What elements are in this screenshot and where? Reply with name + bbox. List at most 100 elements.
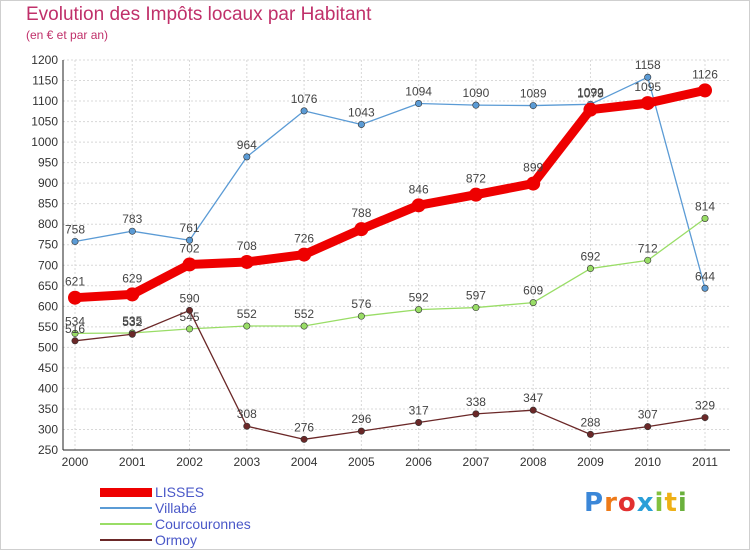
data-point-courcouronnes (415, 306, 423, 314)
logo-letter: t (664, 488, 678, 518)
data-point-ormoy (644, 423, 652, 431)
x-tick-label: 2004 (291, 455, 318, 469)
data-point-courcouronnes (71, 329, 79, 337)
data-label-lisses: 629 (122, 271, 142, 285)
data-label-courcouronnes: 552 (294, 307, 314, 321)
data-point-courcouronnes (357, 312, 365, 320)
y-tick-label: 550 (38, 320, 58, 334)
data-point-lisses (526, 176, 541, 191)
logo-letter: i (654, 488, 665, 518)
legend-item-lisses[interactable]: LISSES (100, 484, 251, 500)
data-label-lisses: 1095 (634, 80, 661, 94)
data-point-ormoy (529, 406, 537, 414)
legend-label-lisses: LISSES (155, 484, 205, 500)
data-point-villabe (415, 100, 423, 108)
y-tick-label: 500 (38, 340, 58, 354)
data-point-lisses (182, 257, 197, 272)
data-label-villabe: 1076 (291, 92, 318, 106)
data-label-lisses: 1079 (577, 87, 604, 101)
data-point-ormoy (243, 422, 251, 430)
data-point-courcouronnes (586, 265, 594, 273)
proxiti-logo: Proxiti (584, 488, 688, 518)
data-point-villabe (300, 107, 308, 115)
data-point-villabe (71, 237, 79, 245)
data-label-lisses: 1126 (692, 67, 718, 81)
y-tick-label: 400 (38, 381, 58, 395)
series-line-ormoy (74, 309, 706, 440)
legend-item-villabe[interactable]: Villabé (100, 500, 251, 516)
data-label-lisses: 872 (466, 172, 486, 186)
data-point-ormoy (586, 430, 594, 438)
data-point-ormoy (472, 410, 480, 418)
y-tick-label: 1200 (31, 53, 58, 67)
data-label-villabe: 1089 (520, 87, 547, 101)
data-point-courcouronnes (243, 322, 251, 330)
legend-item-ormoy[interactable]: Ormoy (100, 532, 251, 548)
legend-label-ormoy: Ormoy (155, 532, 197, 548)
legend-swatch-courcouronnes (100, 523, 152, 525)
y-tick-label: 1100 (32, 94, 58, 108)
data-label-villabe: 1092 (577, 85, 604, 99)
data-label-courcouronnes: 592 (409, 291, 429, 305)
data-label-ormoy: 296 (351, 412, 371, 426)
legend-swatch-ormoy (100, 539, 152, 541)
data-label-ormoy: 308 (237, 407, 257, 421)
y-tick-label: 700 (38, 258, 58, 272)
y-tick-label: 600 (38, 299, 58, 313)
data-label-villabe: 1043 (348, 105, 375, 119)
data-label-ormoy: 329 (695, 399, 715, 413)
data-label-courcouronnes: 712 (638, 241, 658, 255)
data-point-villabe (644, 73, 652, 81)
data-point-villabe (701, 284, 709, 292)
y-tick-label: 850 (38, 197, 58, 211)
x-tick-label: 2007 (463, 455, 490, 469)
legend-label-villabe: Villabé (155, 500, 197, 516)
data-label-ormoy: 307 (638, 408, 658, 422)
x-tick-label: 2000 (62, 455, 89, 469)
data-point-ormoy (701, 414, 709, 422)
chart-title: Evolution des Impôts locaux par Habitant (26, 4, 372, 25)
data-label-ormoy: 317 (409, 403, 429, 417)
data-label-courcouronnes: 597 (466, 289, 486, 303)
data-label-lisses: 899 (523, 161, 543, 175)
data-point-lisses (640, 96, 655, 111)
data-label-villabe: 758 (65, 222, 85, 236)
y-tick-label: 950 (38, 156, 58, 170)
data-label-ormoy: 590 (180, 291, 200, 305)
plot-area (63, 60, 730, 450)
legend-item-courcouronnes[interactable]: Courcouronnes (100, 516, 251, 532)
data-point-ormoy (415, 418, 423, 426)
legend: LISSES Villabé Courcouronnes Ormoy (100, 484, 251, 548)
y-tick-label: 300 (38, 422, 58, 436)
data-label-villabe: 1158 (635, 58, 661, 72)
logo-letter: r (604, 488, 618, 518)
data-label-ormoy: 338 (466, 395, 486, 409)
data-point-lisses (698, 83, 712, 98)
series-line-lisses (70, 85, 710, 303)
data-label-courcouronnes: 814 (695, 199, 715, 213)
x-tick-label: 2005 (348, 455, 375, 469)
data-label-ormoy: 516 (65, 322, 85, 336)
series-line-courcouronnes (74, 217, 706, 335)
data-label-lisses: 788 (351, 206, 371, 220)
data-label-villabe: 783 (122, 212, 142, 226)
data-label-lisses: 726 (294, 232, 314, 246)
legend-swatch-villabe (100, 507, 152, 509)
y-tick-label: 750 (38, 238, 58, 252)
data-label-villabe: 644 (695, 269, 715, 283)
data-label-ormoy: 347 (523, 391, 543, 405)
data-label-ormoy: 276 (294, 420, 314, 434)
data-point-courcouronnes (701, 214, 709, 222)
data-label-courcouronnes: 552 (237, 307, 257, 321)
data-label-courcouronnes: 692 (580, 250, 600, 264)
y-tick-label: 800 (38, 217, 58, 231)
data-point-villabe (529, 102, 537, 110)
data-label-courcouronnes: 534 (65, 314, 85, 328)
data-point-lisses (239, 254, 254, 269)
y-tick-label: 250 (38, 443, 58, 457)
data-point-villabe (128, 227, 136, 235)
x-tick-label: 2010 (634, 455, 661, 469)
logo-letter: o (617, 488, 637, 518)
data-point-courcouronnes (300, 322, 308, 330)
